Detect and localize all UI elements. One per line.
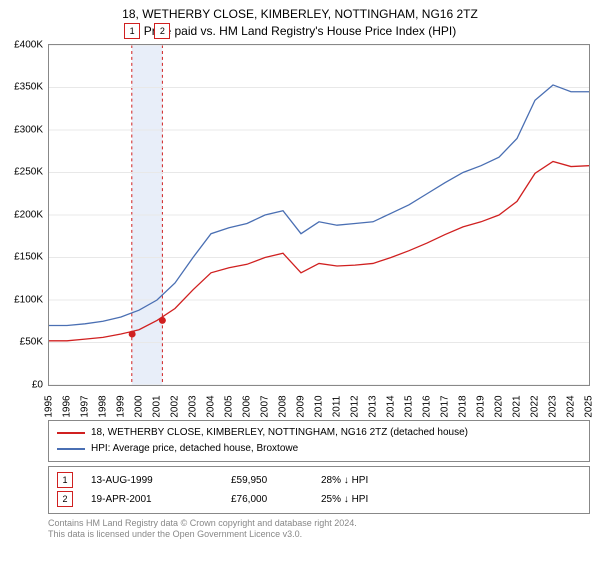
x-tick-label: 2020 [494,395,505,417]
x-tick-label: 1995 [44,395,55,417]
event-price: £76,000 [231,490,321,509]
legend-item: 18, WETHERBY CLOSE, KIMBERLEY, NOTTINGHA… [57,425,581,441]
x-tick-label: 1996 [62,395,73,417]
y-tick-label: £100K [14,294,43,305]
x-tick-label: 2006 [242,395,253,417]
event-row: 1 13-AUG-1999£59,95028% ↓ HPI [57,471,581,490]
y-tick-label: £50K [20,337,43,348]
events-table: 1 13-AUG-1999£59,95028% ↓ HPI 2 19-APR-2001… [48,466,590,514]
footer-line1: Contains HM Land Registry data © Crown c… [48,518,590,530]
x-tick-label: 2015 [404,395,415,417]
legend-item: HPI: Average price, detached house, Brox… [57,441,581,457]
legend-swatch [57,432,85,434]
x-tick-label: 1999 [116,395,127,417]
x-tick-label: 2014 [386,395,397,417]
legend: 18, WETHERBY CLOSE, KIMBERLEY, NOTTINGHA… [48,420,590,462]
y-tick-label: £200K [14,209,43,220]
x-tick-label: 2013 [368,395,379,417]
x-tick-label: 2005 [224,395,235,417]
x-tick-label: 2011 [332,395,343,417]
y-tick-label: £300K [14,124,43,135]
x-tick-label: 2010 [314,395,325,417]
x-tick-label: 2021 [512,395,523,417]
event-marker-icon: 1 [57,472,73,488]
y-tick-label: £150K [14,252,43,263]
x-tick-label: 2001 [152,395,163,417]
legend-swatch [57,448,85,450]
x-tick-label: 2025 [584,395,595,417]
plot-svg [49,45,589,385]
event-date: 13-AUG-1999 [91,471,231,490]
plot-region: £0£50K£100K£150K£200K£250K£300K£350K£400… [48,44,590,386]
x-tick-label: 2019 [476,395,487,417]
event-delta: 25% ↓ HPI [321,490,368,509]
chart-title: 18, WETHERBY CLOSE, KIMBERLEY, NOTTINGHA… [0,6,600,40]
x-tick-label: 2012 [350,395,361,417]
x-tick-label: 2018 [458,395,469,417]
x-tick-label: 2016 [422,395,433,417]
x-tick-label: 2017 [440,395,451,417]
y-tick-label: £0 [32,379,43,390]
x-tick-label: 2024 [566,395,577,417]
x-tick-label: 2022 [530,395,541,417]
footer-line2: This data is licensed under the Open Gov… [48,529,590,541]
x-tick-label: 2009 [296,395,307,417]
x-tick-label: 2004 [206,395,217,417]
y-tick-label: £250K [14,167,43,178]
x-tick-label: 2008 [278,395,289,417]
x-tick-label: 2007 [260,395,271,417]
y-tick-label: £350K [14,82,43,93]
event-delta: 28% ↓ HPI [321,471,368,490]
x-tick-label: 2023 [548,395,559,417]
legend-label: 18, WETHERBY CLOSE, KIMBERLEY, NOTTINGHA… [91,425,468,441]
event-row: 2 19-APR-2001£76,00025% ↓ HPI [57,490,581,509]
x-tick-label: 1998 [98,395,109,417]
event-marker-2: 2 [154,23,170,39]
event-marker-icon: 2 [57,491,73,507]
event-date: 19-APR-2001 [91,490,231,509]
chart-area: £0£50K£100K£150K£200K£250K£300K£350K£400… [48,44,590,414]
event-price: £59,950 [231,471,321,490]
title-line1: 18, WETHERBY CLOSE, KIMBERLEY, NOTTINGHA… [0,6,600,23]
x-tick-label: 2003 [188,395,199,417]
x-tick-label: 2000 [134,395,145,417]
x-tick-label: 1997 [80,395,91,417]
legend-label: HPI: Average price, detached house, Brox… [91,441,298,457]
title-line2: Price paid vs. HM Land Registry's House … [0,23,600,40]
x-tick-label: 2002 [170,395,181,417]
event-marker-1: 1 [124,23,140,39]
y-tick-label: £400K [14,39,43,50]
footer-attribution: Contains HM Land Registry data © Crown c… [48,518,590,541]
